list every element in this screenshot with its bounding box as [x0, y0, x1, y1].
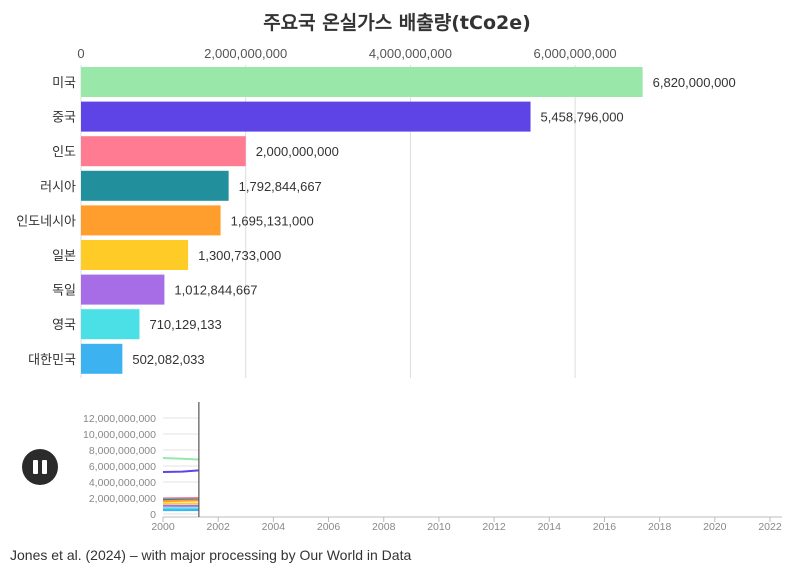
- bar-2: [81, 136, 246, 167]
- value-label: 710,129,133: [149, 317, 221, 332]
- pause-icon: [33, 460, 38, 474]
- series-line-0: [162, 457, 199, 461]
- x-tick-label: 2012: [482, 521, 506, 533]
- x-tick-label: 2006: [317, 521, 341, 533]
- x-tick-label: 2014: [538, 521, 562, 533]
- x-tick-label: 6,000,000,000: [534, 46, 617, 61]
- series-line-4: [162, 499, 199, 503]
- value-label: 6,820,000,000: [653, 75, 736, 90]
- series-line-1: [162, 469, 199, 473]
- bar-8: [81, 343, 123, 374]
- bar-5: [81, 240, 189, 270]
- value-label: 1,300,733,000: [198, 248, 281, 263]
- bar-7: [81, 309, 140, 340]
- y-tick-label: 12,000,000,000: [83, 413, 156, 425]
- bar-4: [81, 205, 221, 236]
- chart-title: 주요국 온실가스 배출량(tCo2e): [263, 12, 531, 34]
- x-tick-label: 2,000,000,000: [204, 46, 287, 61]
- category-label: 인도: [52, 144, 76, 159]
- value-label: 1,012,844,667: [174, 283, 257, 298]
- category-label: 독일: [52, 283, 76, 298]
- category-label: 중국: [52, 110, 76, 125]
- y-tick-label: 6,000,000,000: [89, 461, 156, 473]
- x-tick-label: 2002: [207, 521, 231, 533]
- pause-icon-bar-right: [42, 460, 47, 474]
- bar-chart: 0 2,000,000,000 4,000,000,000 6,000,000,000…: [16, 46, 736, 378]
- x-tick-label: 2018: [648, 521, 672, 533]
- value-label: 502,082,033: [132, 352, 204, 367]
- x-tick-label: 2022: [758, 521, 782, 533]
- y-tick-label: 2,000,000,000: [89, 493, 156, 505]
- category-label: 미국: [52, 75, 76, 90]
- category-label: 인도네시아: [16, 213, 76, 228]
- x-tick-label: 0: [77, 46, 84, 61]
- y-tick-label: 8,000,000,000: [89, 445, 156, 457]
- value-label: 2,000,000,000: [256, 144, 339, 159]
- category-label: 대한민국: [28, 352, 76, 367]
- category-label: 일본: [52, 248, 76, 263]
- source-note: Jones et al. (2024) – with major process…: [10, 547, 412, 563]
- category-label: 러시아: [40, 179, 76, 194]
- value-label: 1,792,844,667: [239, 179, 322, 194]
- y-tick-label: 4,000,000,000: [89, 477, 156, 489]
- bar-6: [81, 274, 165, 305]
- x-tick-label: 4,000,000,000: [369, 46, 452, 61]
- x-tick-label: 2016: [593, 521, 617, 533]
- value-label: 5,458,796,000: [541, 110, 624, 125]
- bar-3: [81, 170, 229, 201]
- y-tick-label: 10,000,000,000: [83, 429, 156, 441]
- y-tick-label: 0: [150, 509, 156, 521]
- x-tick-label: 2010: [427, 521, 451, 533]
- bar-0: [81, 67, 643, 97]
- value-label: 1,695,131,000: [231, 213, 314, 228]
- category-label: 영국: [52, 317, 76, 332]
- x-tick-label: 2000: [151, 521, 175, 533]
- x-tick-label: 2020: [703, 521, 727, 533]
- play-pause-button[interactable]: [22, 449, 58, 485]
- bar-1: [81, 101, 531, 132]
- x-tick-label: 2004: [262, 521, 286, 533]
- x-tick-label: 2008: [372, 521, 396, 533]
